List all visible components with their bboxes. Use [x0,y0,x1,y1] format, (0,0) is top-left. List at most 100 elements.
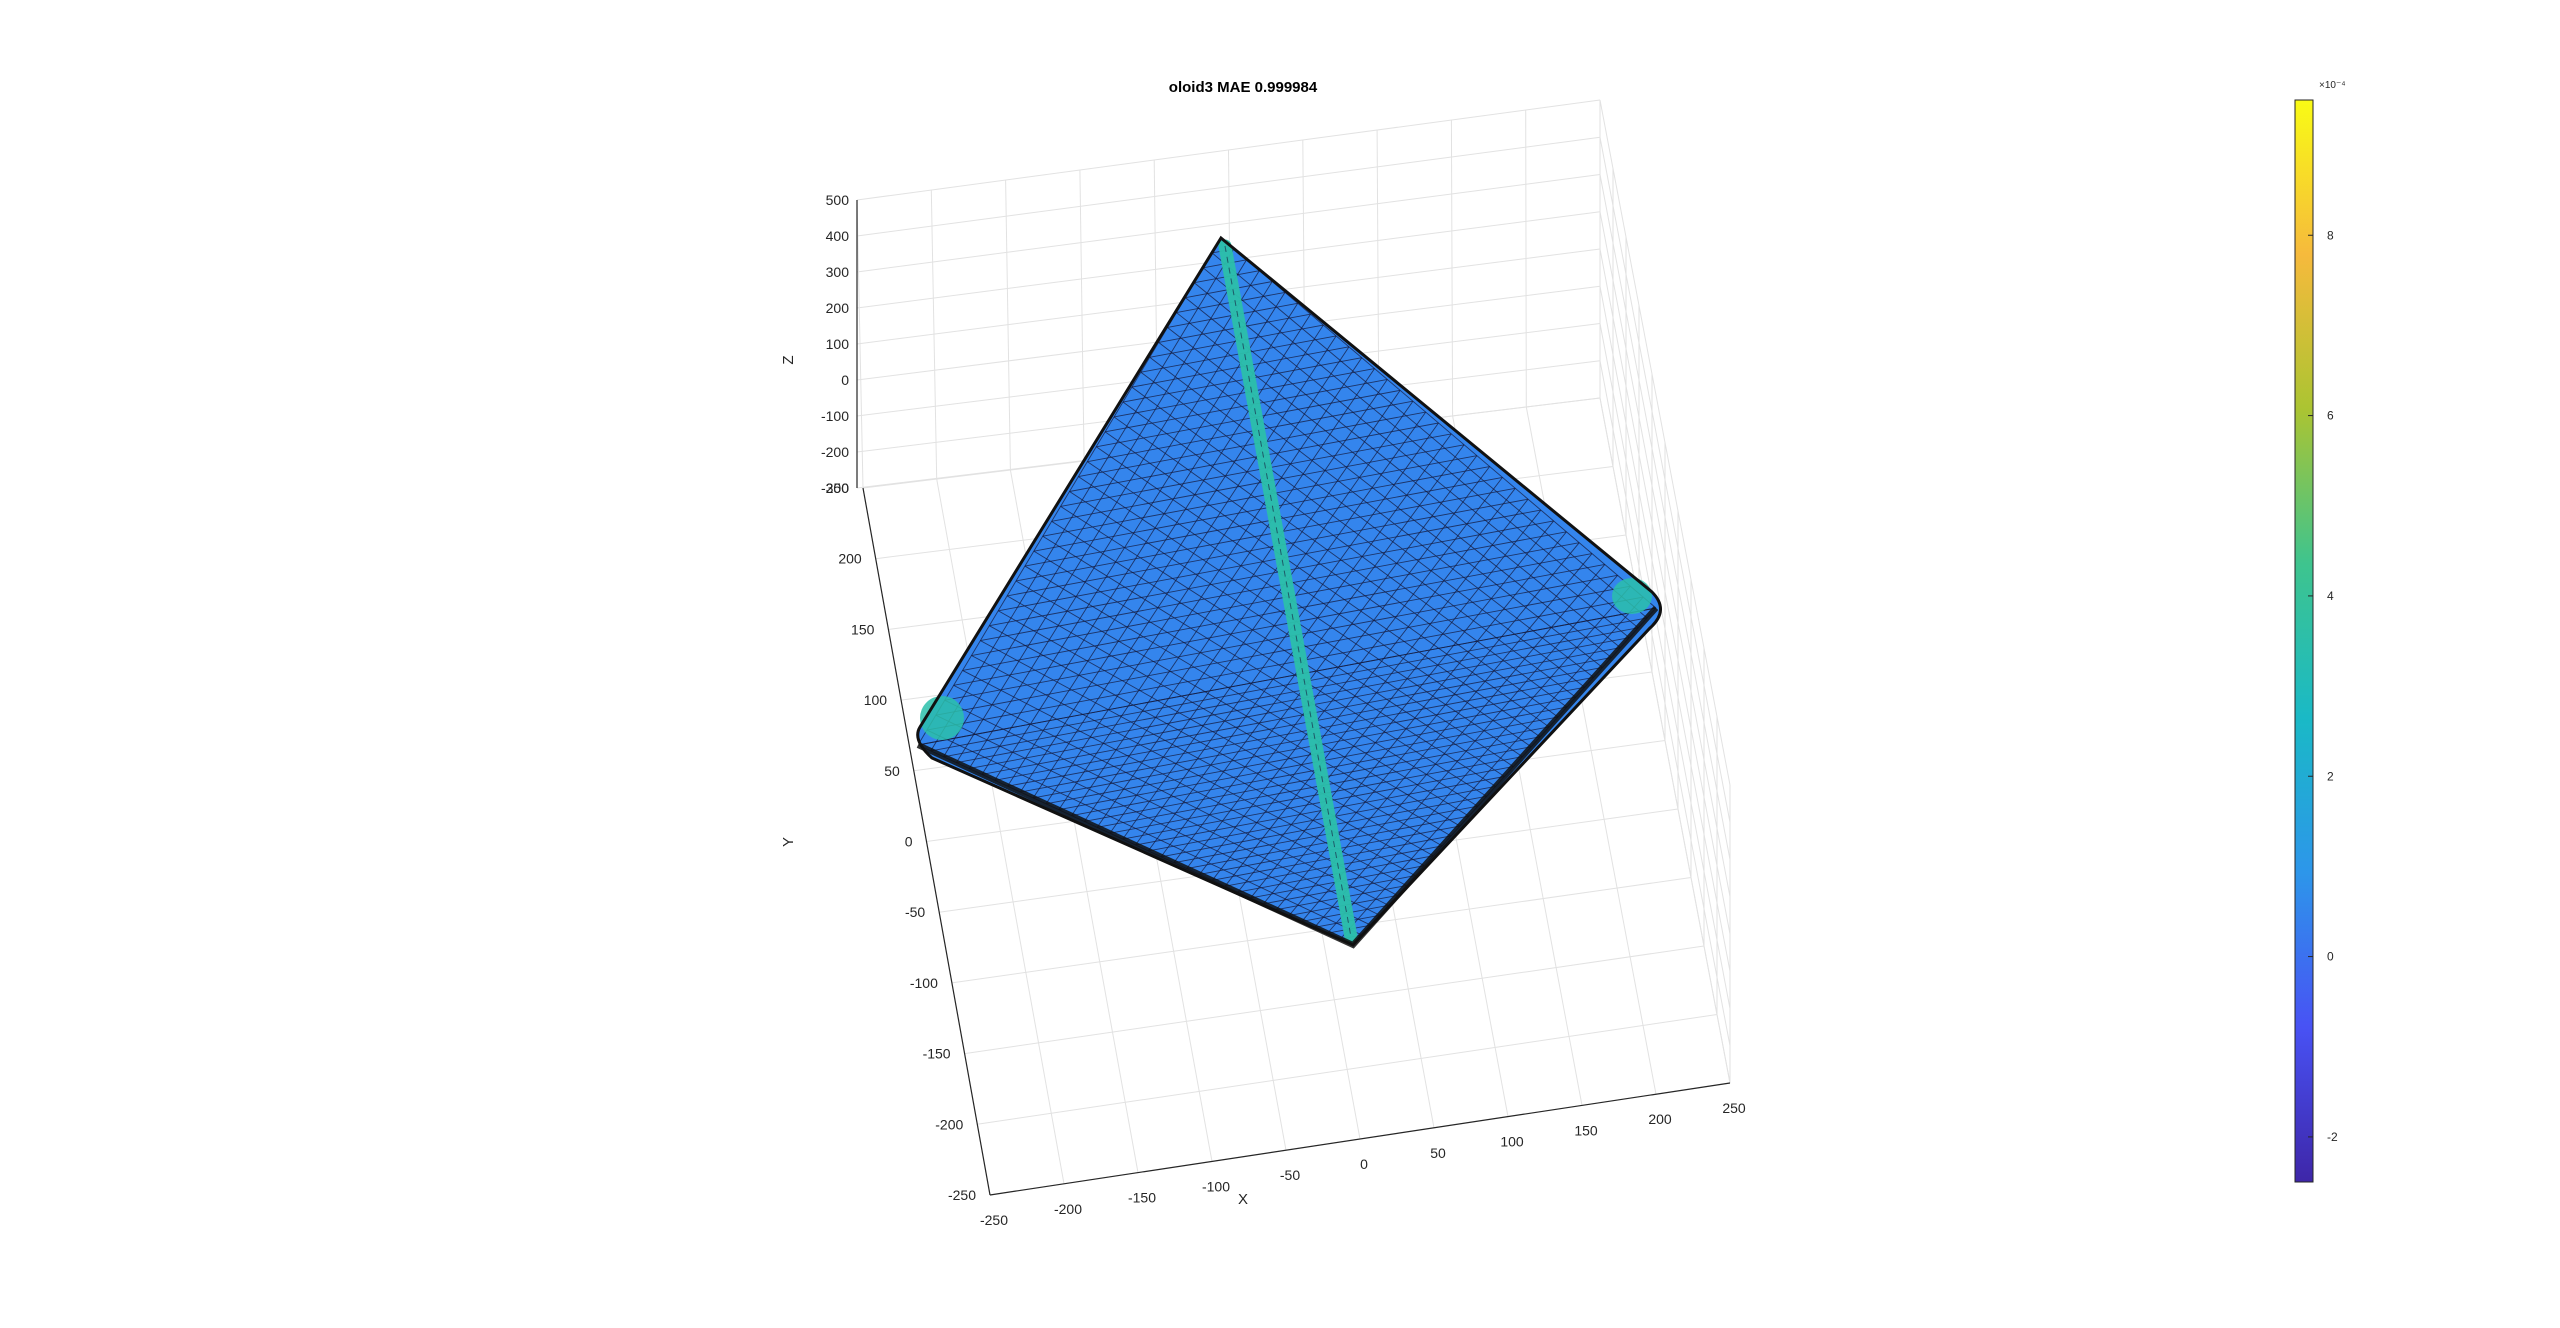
mesh-edge [1122,357,1362,403]
y-axis-line [862,487,991,1196]
mesh-edge [1024,476,1503,567]
mesh-edge [1186,466,1491,869]
x-axis-line [989,1082,1731,1196]
z-tick-label: 300 [826,264,850,280]
mesh-edge [1087,400,1413,463]
mesh-edge [917,607,1657,746]
mesh-edge [1237,509,1542,893]
z-tick-label: 200 [826,300,850,316]
y-tick-label: 150 [851,621,875,637]
mesh-edge [1078,411,1426,478]
mesh-edge [1160,444,1465,858]
y-axis-label: Y [780,837,797,847]
y-tick-label: 50 [884,763,900,779]
back-wall-grid-line-x [1079,169,1085,462]
back-wall-grid-line-x [1450,119,1454,417]
mesh-edge [1135,422,1439,846]
mesh-edge [1033,550,1470,817]
x-tick-label: 150 [1574,1122,1598,1138]
back-wall-grid-line-x [1005,179,1011,471]
chart-title: oloid3 MAE 0.999984 [1169,79,1318,96]
x-tick-label: -150 [1128,1190,1156,1206]
back-wall-grid-line-x [1525,109,1527,408]
surface-lower-rim [916,605,1659,949]
mesh-edge [926,729,1363,936]
mesh-edge [1211,488,1516,881]
mesh-edge [1042,455,1477,537]
x-tick-label: -200 [1054,1201,1082,1217]
mesh-edge [1060,433,1452,507]
z-tick-label: -100 [821,408,849,424]
mesh-edge [962,670,1398,896]
mesh-edge [1007,676,1594,787]
mesh-edge [1301,564,1606,922]
mesh-edge [989,520,1554,627]
mesh-edge [1015,487,1516,582]
right-cap [1612,578,1652,614]
mesh-edge [1051,444,1465,522]
x-tick-label: 50 [1430,1145,1446,1161]
mesh-edge [1109,756,1523,834]
floor-grid-line-y [964,945,1705,1055]
mesh-edge [1339,596,1644,940]
mesh-edge [980,531,1567,642]
mesh-edge [1045,706,1567,805]
z-tick-label: -300 [821,480,849,496]
colorbar-tick-label: 4 [2327,589,2334,603]
mesh-edge [1071,726,1550,817]
mesh-edge [956,637,1630,764]
mesh-edge [1096,389,1401,448]
mesh-edge [1275,542,1580,910]
x-tick-label: -250 [980,1212,1008,1228]
y-tick-label: -200 [935,1116,963,1132]
x-tick-label: -100 [1202,1178,1230,1194]
mesh-edge [935,585,1631,716]
mesh-edge [1006,595,1443,847]
colorbar: -2 0 2 4 6 8 ×10⁻⁴ [2294,80,2346,1183]
mesh-edge [1015,580,1452,837]
mesh-edge [944,699,1380,916]
mesh-edge [926,596,1644,731]
y-tick-label: -50 [905,904,925,920]
back-wall-grid-line-x [930,189,938,480]
mesh-edge [1113,368,1375,418]
mesh-edge [1314,575,1618,928]
mesh-edge [1060,506,1496,787]
ridge-mesh [1224,245,1352,938]
colorbar-tick-label: 2 [2327,769,2334,783]
floor-grid-line-y [977,1014,1718,1125]
mesh-edge [1007,498,1529,597]
colorbar-tick-label: 0 [2327,950,2334,964]
mesh-edge [1224,498,1529,887]
colorbar-tick-label: -2 [2327,1130,2338,1144]
mesh-edge [1135,776,1505,846]
y-tick-label: 250 [826,480,850,496]
mesh-edge [953,684,1389,906]
mesh-edge [971,542,1580,656]
mesh-edge [930,617,1648,752]
mesh-edge [981,657,1612,775]
z-tick-label: 0 [841,372,849,388]
mesh-edge [1122,766,1514,840]
mesh-edge [953,564,1605,686]
z-tick-label: 100 [826,336,850,352]
axes-lines [856,200,1731,1196]
mesh-edge [944,574,1618,701]
back-wall-grid-line-z [856,174,1601,273]
mesh-edge [1058,716,1559,811]
mesh-edge [943,627,1639,758]
mesh-edge [1105,379,1388,433]
mesh-edge [1084,736,1541,822]
mesh-edge [1042,535,1479,807]
colorbar-tick-label: 8 [2327,228,2334,242]
tick-labels: -250 -200 -150 -100 -50 0 50 100 150 200 250 -250 -2… [821,192,1746,1228]
mesh-edge [1327,585,1631,934]
y-tick-label: 200 [838,551,862,567]
colorbar-tick-label: 6 [2327,409,2334,423]
mesh-edge [1051,520,1487,797]
x-tick-label: 200 [1648,1111,1672,1127]
y-tick-label: 100 [864,692,888,708]
y-tick-label: -100 [910,975,938,991]
mesh-edge [998,509,1541,612]
